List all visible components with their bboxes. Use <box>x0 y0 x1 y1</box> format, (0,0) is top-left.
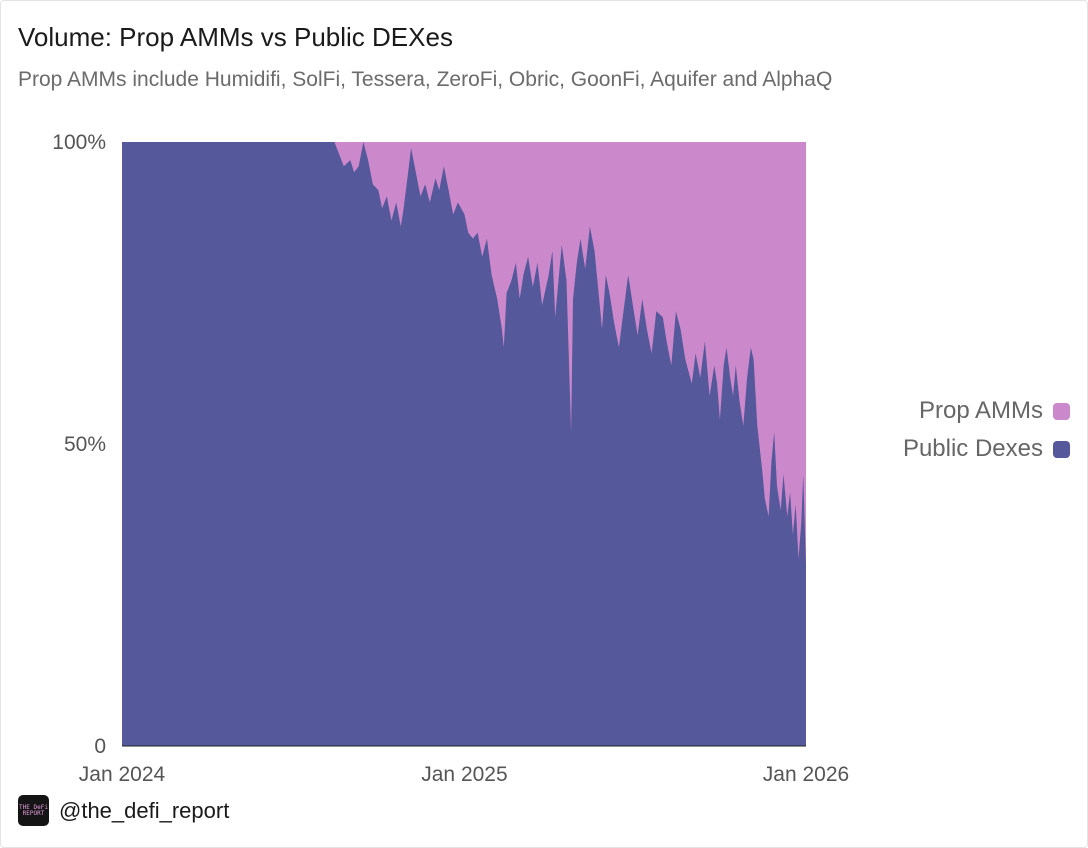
plot-area <box>122 142 806 746</box>
legend-label-public-dexes: Public Dexes <box>902 435 1043 462</box>
legend-item-public-dexes[interactable]: Public Dexes <box>903 430 1070 468</box>
x-tick-label: Jan 2025 <box>421 763 507 786</box>
y-tick-label: 0 <box>94 735 106 758</box>
brand-logo: THE DeFi REPORT <box>18 795 49 826</box>
author-handle[interactable]: @the_defi_report <box>59 797 230 823</box>
chart-title: Volume: Prop AMMs vs Public DEXes <box>18 22 453 52</box>
x-tick-label: Jan 2026 <box>763 763 849 786</box>
area-public-dexes <box>122 142 806 746</box>
chart-subtitle: Prop AMMs include Humidifi, SolFi, Tesse… <box>18 68 833 91</box>
legend-swatch-prop-amms <box>1053 402 1070 420</box>
axes: 0 50% 100% Jan 2024 Jan 2025 Jan 2026 <box>52 131 849 786</box>
y-tick-label: 50% <box>64 433 106 456</box>
legend-label-prop-amms: Prop AMMs <box>918 397 1043 424</box>
footer: THE DeFi REPORT @the_defi_report <box>18 795 229 826</box>
x-tick-label: Jan 2024 <box>79 763 166 786</box>
y-tick-label: 100% <box>52 131 106 154</box>
legend-swatch-public-dexes <box>1053 440 1070 458</box>
legend: Prop AMMs Public Dexes <box>903 392 1070 468</box>
legend-item-prop-amms[interactable]: Prop AMMs <box>903 392 1070 430</box>
